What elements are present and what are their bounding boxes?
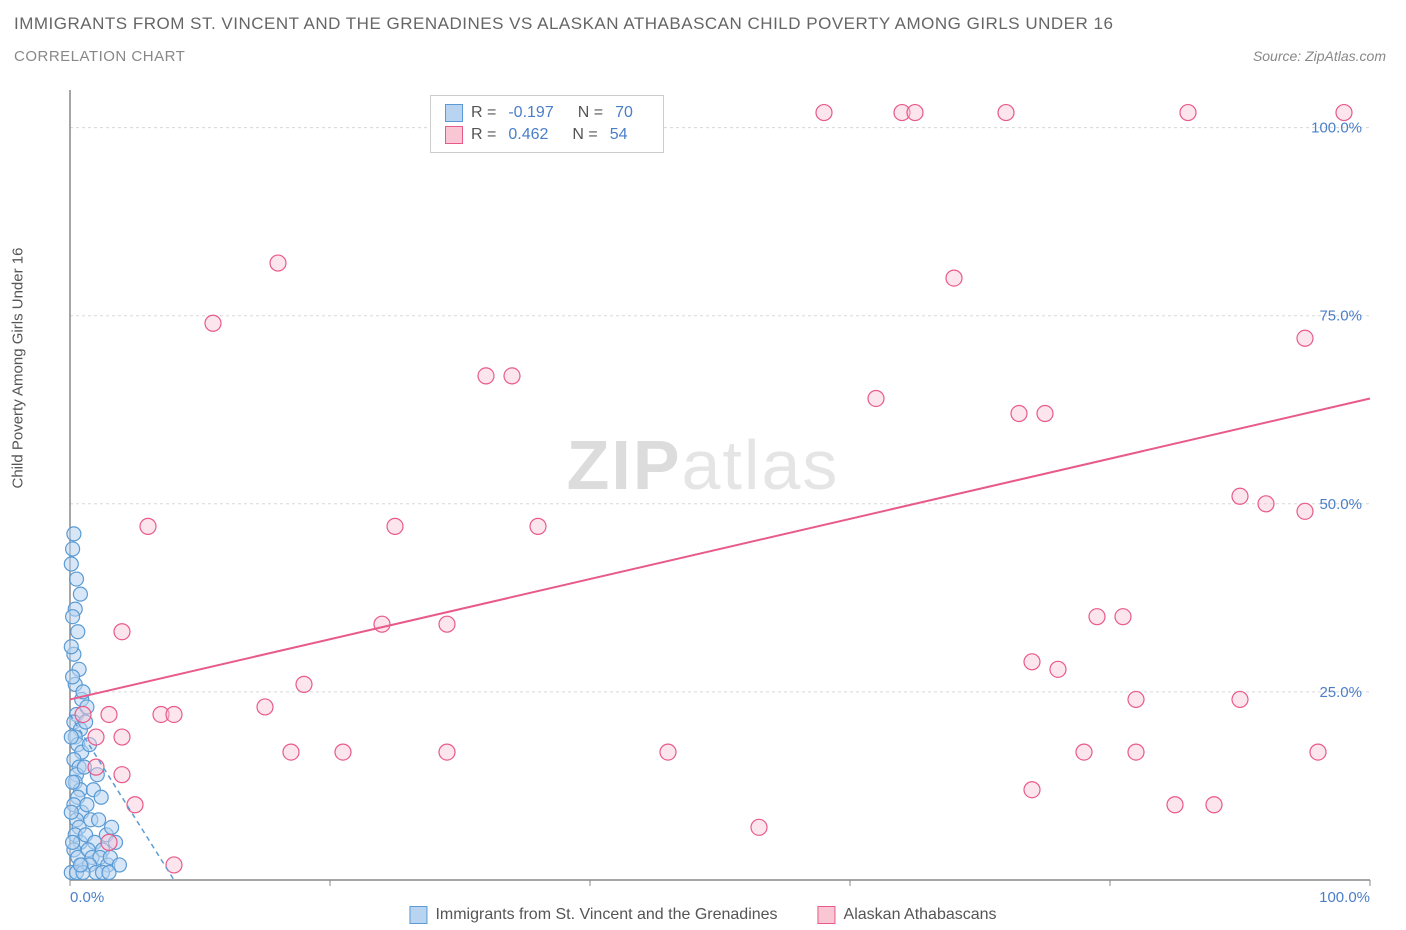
legend-label: Immigrants from St. Vincent and the Gren…	[435, 906, 777, 924]
legend-item: Immigrants from St. Vincent and the Gren…	[409, 906, 777, 924]
legend-n-value: 70	[615, 104, 633, 122]
legend-r-value: -0.197	[508, 104, 553, 122]
svg-text:0.0%: 0.0%	[70, 889, 104, 906]
legend-r-value: 0.462	[508, 126, 548, 144]
svg-text:100.0%: 100.0%	[1319, 889, 1370, 906]
legend-series: Immigrants from St. Vincent and the Gren…	[409, 906, 996, 924]
legend-r-label: R =	[471, 126, 496, 144]
legend-swatch	[445, 126, 463, 144]
legend-label: Alaskan Athabascans	[844, 906, 997, 924]
legend-correlation: R = -0.197 N = 70 R = 0.462 N = 54	[430, 95, 664, 153]
scatter-chart: 25.0% 50.0% 75.0% 100.0% 0.0% 100.0%	[0, 0, 1406, 930]
legend-r-label: R =	[471, 104, 496, 122]
svg-text:50.0%: 50.0%	[1319, 496, 1362, 513]
legend-n-value: 54	[610, 126, 628, 144]
legend-n-label: N =	[578, 104, 603, 122]
legend-row: R = 0.462 N = 54	[445, 124, 649, 146]
legend-item: Alaskan Athabascans	[818, 906, 997, 924]
svg-text:75.0%: 75.0%	[1319, 308, 1362, 325]
svg-text:100.0%: 100.0%	[1311, 120, 1362, 137]
legend-row: R = -0.197 N = 70	[445, 102, 649, 124]
legend-swatch	[445, 104, 463, 122]
svg-text:25.0%: 25.0%	[1319, 684, 1362, 701]
legend-swatch	[818, 906, 836, 924]
legend-swatch	[409, 906, 427, 924]
legend-n-label: N =	[572, 126, 597, 144]
